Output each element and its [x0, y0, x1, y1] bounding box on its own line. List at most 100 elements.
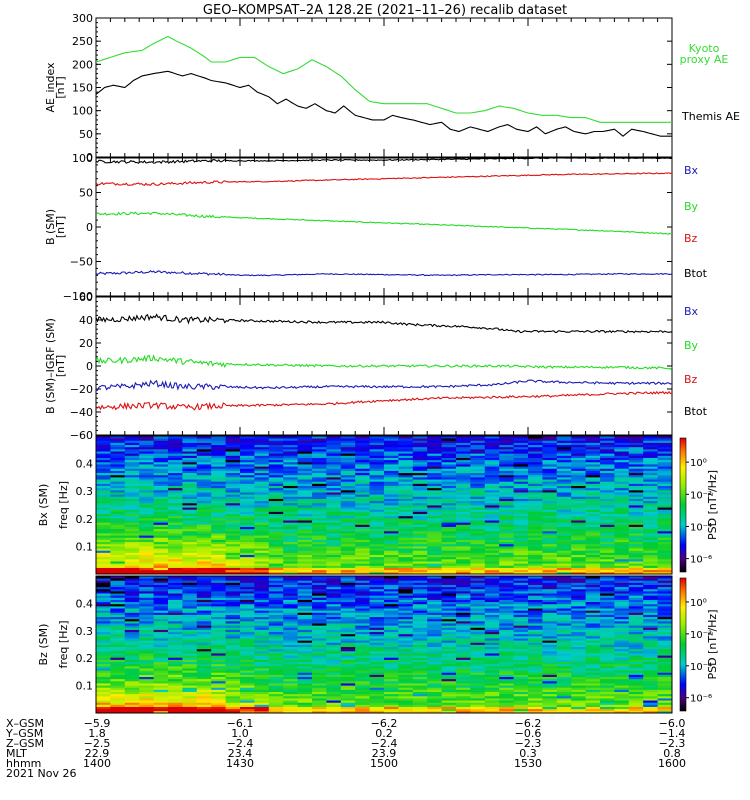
spectrogram-cell [412, 689, 428, 692]
spectrogram-cell [110, 595, 126, 598]
spectrogram-cell [600, 565, 615, 568]
spectrogram-cell [268, 494, 284, 497]
spectrogram-cell [110, 453, 126, 456]
spectrogram-cell [124, 691, 140, 695]
spectrogram-cell [96, 561, 111, 564]
spectrogram-cell [139, 539, 154, 543]
spectrogram-cell [124, 595, 140, 598]
spectrogram-cell [297, 691, 313, 695]
spectrogram-cell [240, 698, 255, 701]
spectrogram-cell [182, 698, 198, 701]
spectrogram-cell [96, 535, 111, 538]
spectrogram-cell [168, 476, 183, 480]
spectrogram-cell [340, 487, 356, 491]
spectrogram-cell [297, 706, 313, 710]
spectrogram-cell [254, 678, 270, 682]
spectrogram-cell [340, 678, 356, 682]
spectrogram-cell [628, 453, 644, 456]
spectrogram-cell [182, 650, 198, 654]
spectrogram-cell [240, 515, 255, 519]
spectrogram-cell [340, 601, 356, 605]
spectrogram-cell [326, 533, 342, 536]
y-tick-label: 0.3 [76, 485, 94, 498]
spectrogram-cell [456, 586, 471, 590]
spectrogram-cell [600, 552, 615, 555]
spectrogram-cell [196, 618, 212, 622]
spectrogram-cell [153, 496, 169, 499]
spectrogram-cell [657, 539, 673, 543]
spectrogram-cell [340, 500, 356, 504]
spectrogram-cell [211, 672, 226, 675]
spectrogram-cell [268, 451, 284, 454]
spectrogram-cell [196, 537, 212, 540]
spectrogram-cell [168, 492, 183, 495]
spectrogram-cell [571, 496, 586, 499]
spectrogram-cell [153, 483, 169, 486]
spectrogram-cell [484, 492, 500, 495]
spectrogram-cell [643, 453, 658, 456]
spectrogram-cell [110, 668, 126, 671]
spectrogram-cell [556, 440, 572, 443]
spectrogram-cell [124, 710, 140, 714]
spectrogram-cell [196, 676, 212, 680]
spectrogram-cell [153, 533, 169, 536]
spectrogram-cell [139, 595, 154, 598]
spectrogram-cell [124, 614, 140, 618]
spectrogram-cell [182, 665, 198, 669]
spectrogram-cell [585, 502, 601, 506]
spectrogram-cell [556, 509, 572, 512]
spectrogram-cell [384, 668, 399, 671]
spectrogram-cell [542, 517, 558, 521]
spectrogram-cell [441, 487, 457, 491]
spectrogram-cell [254, 590, 270, 594]
spectrogram-cell [225, 691, 241, 695]
spectrogram-cell [384, 676, 399, 680]
spectrogram-cell [297, 479, 313, 482]
spectrogram-cell [484, 446, 500, 450]
spectrogram-cell [427, 537, 442, 540]
spectrogram-cell [484, 614, 500, 618]
spectrogram-cell [153, 556, 169, 560]
spectrogram-cell [283, 659, 298, 663]
spectrogram-cell [369, 625, 385, 628]
spectrogram-cell [96, 481, 111, 484]
spectrogram-cell [398, 691, 414, 695]
spectrogram-cell [412, 470, 428, 474]
spectrogram-cell [211, 620, 226, 624]
spectrogram-cell [254, 505, 270, 508]
spectrogram-cell [456, 556, 471, 560]
spectrogram-cell [153, 595, 169, 598]
spectrogram-cell [110, 665, 126, 669]
spectrogram-cell [196, 470, 212, 474]
spectrogram-cell [513, 457, 529, 461]
spectrogram-cell [398, 584, 414, 588]
spectrogram-cell [355, 683, 370, 686]
spectrogram-cell [297, 576, 313, 579]
spectrogram-cell [268, 576, 284, 579]
spectrogram-cell [225, 661, 241, 665]
spectrogram-cell [312, 543, 327, 547]
spectrogram-cell [556, 442, 572, 446]
spectrogram-cell [643, 496, 658, 499]
spectrogram-cell [528, 502, 543, 506]
spectrogram-cell [585, 468, 601, 471]
spectrogram-cell [268, 440, 284, 443]
spectrogram-cell [326, 683, 342, 686]
spectrogram-cell [225, 693, 241, 697]
spectrogram-cell [384, 470, 399, 474]
spectrogram-cell [312, 614, 327, 618]
spectrogram-cell [124, 466, 140, 469]
spectrogram-cell [528, 558, 543, 562]
spectrogram-cell [139, 661, 154, 665]
spectrogram-cell [297, 543, 313, 547]
spectrogram-cell [542, 571, 558, 575]
spectrogram-cell [110, 485, 126, 489]
spectrogram-cell [283, 700, 298, 703]
spectrogram-cell [139, 459, 154, 463]
spectrogram-cell [225, 612, 241, 615]
spectrogram-cell [340, 552, 356, 555]
spectrogram-cell [484, 599, 500, 603]
spectrogram-cell [168, 474, 183, 478]
spectrogram-cell [153, 459, 169, 463]
spectrogram-cell [470, 633, 486, 637]
